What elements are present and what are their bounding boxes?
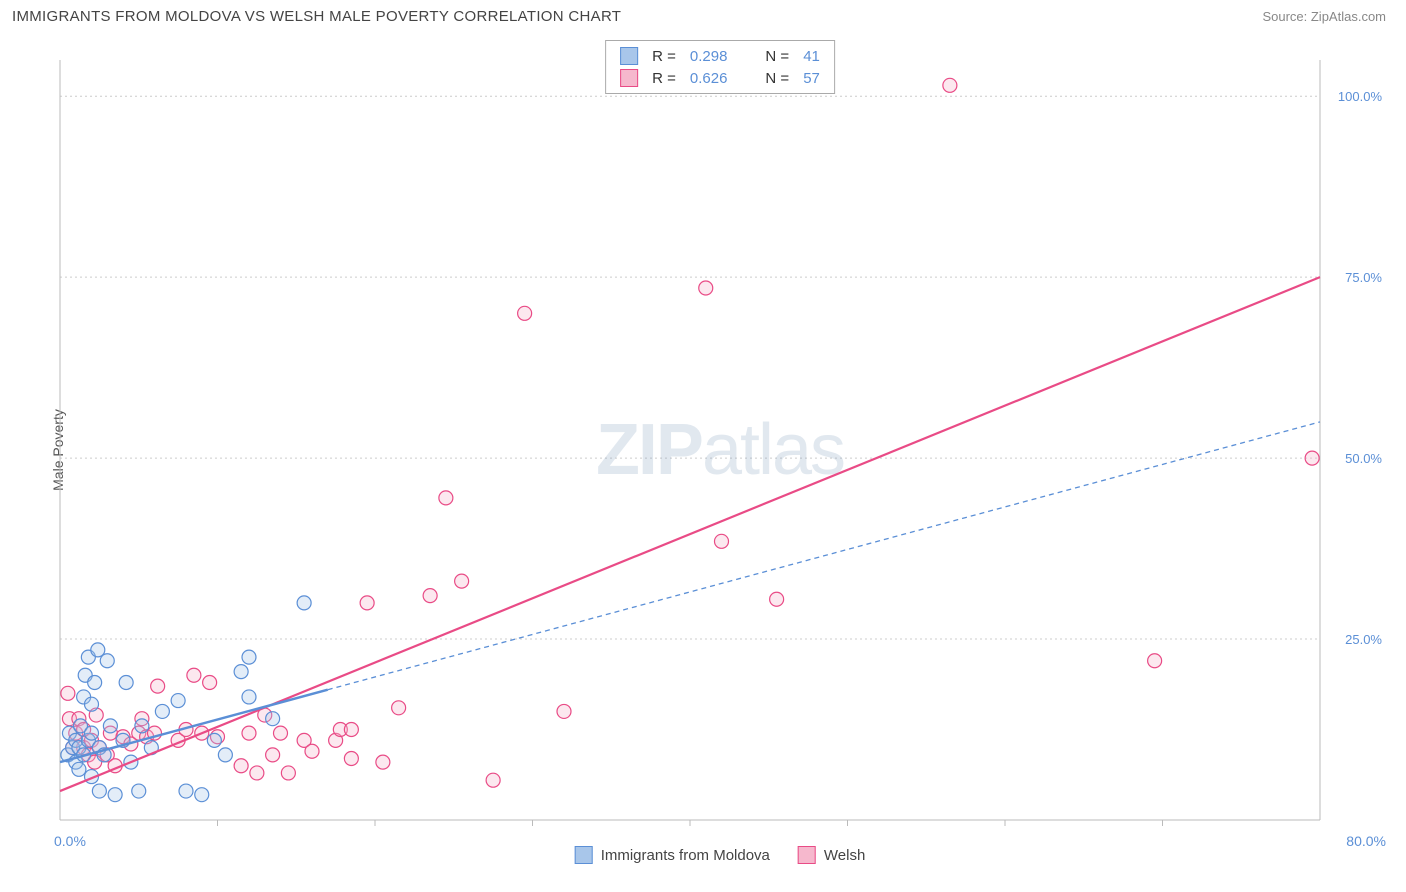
legend-label-welsh: Welsh: [824, 847, 865, 864]
r-value-moldova: 0.298: [690, 48, 728, 65]
legend-item-welsh: Welsh: [798, 846, 865, 864]
svg-text:75.0%: 75.0%: [1345, 270, 1382, 285]
chart-title: IMMIGRANTS FROM MOLDOVA VS WELSH MALE PO…: [12, 8, 621, 25]
svg-text:80.0%: 80.0%: [1346, 833, 1386, 849]
svg-text:100.0%: 100.0%: [1338, 89, 1383, 104]
n-label: N =: [765, 70, 789, 87]
r-value-welsh: 0.626: [690, 70, 728, 87]
legend-row-welsh: R = 0.626 N = 57: [620, 67, 820, 89]
n-label: N =: [765, 48, 789, 65]
title-bar: IMMIGRANTS FROM MOLDOVA VS WELSH MALE PO…: [0, 0, 1406, 29]
swatch-welsh: [620, 69, 638, 87]
legend-stats: R = 0.298 N = 41 R = 0.626 N = 57: [605, 40, 835, 94]
n-value-moldova: 41: [803, 48, 820, 65]
r-label: R =: [652, 70, 676, 87]
swatch-welsh: [798, 846, 816, 864]
scatter-plot: 25.0% 50.0% 75.0% 100.0% 0.0% 80.0%: [50, 40, 1390, 860]
chart-container: Male Poverty 25.0%50.0%75.0%100.0%0.0%80…: [50, 40, 1390, 860]
svg-text:0.0%: 0.0%: [54, 833, 86, 849]
r-label: R =: [652, 48, 676, 65]
legend-series: Immigrants from Moldova Welsh: [575, 846, 866, 864]
legend-row-moldova: R = 0.298 N = 41: [620, 45, 820, 67]
svg-text:50.0%: 50.0%: [1345, 451, 1382, 466]
swatch-moldova: [620, 47, 638, 65]
source-attribution: Source: ZipAtlas.com: [1262, 9, 1386, 24]
legend-label-moldova: Immigrants from Moldova: [601, 847, 770, 864]
swatch-moldova: [575, 846, 593, 864]
legend-item-moldova: Immigrants from Moldova: [575, 846, 770, 864]
n-value-welsh: 57: [803, 70, 820, 87]
svg-text:25.0%: 25.0%: [1345, 632, 1382, 647]
